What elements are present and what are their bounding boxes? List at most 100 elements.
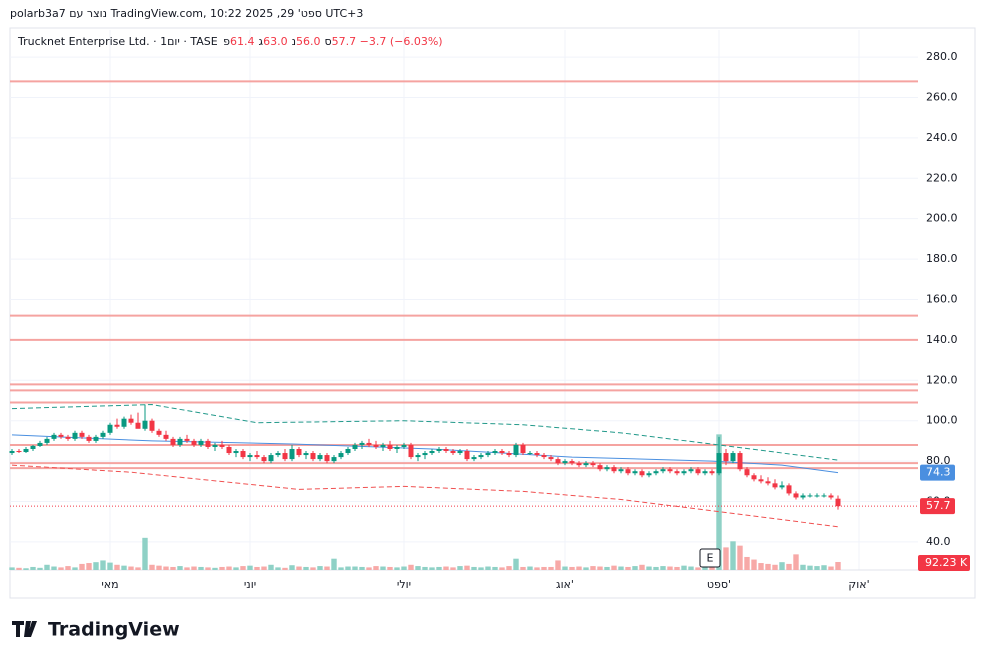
x-tick-label: ספט' — [707, 578, 731, 591]
candle-body — [163, 434, 169, 439]
volume-bar — [786, 563, 792, 570]
y-tick-label: 160.0 — [926, 292, 958, 305]
volume-bar — [450, 567, 456, 570]
candle-body — [170, 438, 176, 445]
volume-bar — [128, 566, 134, 570]
volume-bar — [583, 567, 589, 570]
candle-body — [562, 461, 568, 464]
candle-body — [219, 444, 225, 447]
ohlc-label: נ — [291, 35, 296, 48]
volume-bar — [282, 567, 288, 570]
volume-bar — [723, 547, 729, 570]
candle-body — [317, 455, 323, 460]
candle-body — [807, 495, 813, 497]
volume-bar — [828, 566, 834, 570]
candle-body — [226, 446, 232, 454]
volume-bar — [338, 567, 344, 570]
candle-body — [394, 446, 400, 449]
volume-bar — [79, 563, 85, 570]
volume-bar — [618, 566, 624, 570]
candle-body — [289, 448, 295, 460]
volume-bar — [590, 566, 596, 570]
volume-bar — [492, 566, 498, 570]
candle-body — [737, 453, 743, 470]
candle-body — [660, 469, 666, 472]
candle-body — [51, 434, 57, 439]
volume-bar — [653, 566, 659, 570]
volume-bar — [611, 565, 617, 570]
candle-body — [247, 455, 253, 458]
candle-body — [254, 455, 260, 458]
volume-bar — [429, 567, 435, 570]
candle-body — [184, 438, 190, 441]
candle-body — [555, 459, 561, 464]
volume-bar — [380, 566, 386, 570]
candle-body — [667, 469, 673, 472]
candle-body — [352, 444, 358, 449]
candle-body — [590, 463, 596, 466]
candle-body — [149, 420, 155, 431]
candle-body — [408, 444, 414, 458]
candle-body — [674, 471, 680, 474]
volume-bar — [268, 564, 274, 570]
candle-body — [576, 463, 582, 466]
candle-body — [534, 453, 540, 456]
candle-body — [338, 453, 344, 458]
logo: TradingView — [12, 619, 180, 641]
candle-body — [205, 440, 211, 447]
volume-bar — [394, 567, 400, 570]
indicator-line — [11, 464, 839, 528]
candle-body — [499, 451, 505, 454]
volume-bar — [359, 566, 365, 570]
volume-bar — [716, 434, 722, 570]
candle-body — [16, 451, 22, 453]
candle-body — [758, 479, 764, 482]
logo-text: TradingView — [48, 619, 180, 641]
y-tick-label: 260.0 — [926, 90, 958, 103]
candle-body — [268, 455, 274, 462]
volume-bar — [499, 567, 505, 570]
x-tick-label: יוני — [244, 578, 256, 591]
y-tick-label: 280.0 — [926, 50, 958, 63]
logo-icon — [12, 621, 37, 637]
volume-bar — [114, 564, 120, 570]
volume-bar — [226, 566, 232, 570]
candle-body — [709, 471, 715, 474]
volume-bar — [16, 567, 22, 570]
volume-bar — [506, 566, 512, 570]
symbol-name: Trucknet Enterprise Ltd. — [18, 35, 150, 48]
volume-bar — [240, 566, 246, 570]
candle-body — [198, 440, 204, 445]
volume-bar — [261, 566, 267, 570]
candle-body — [765, 481, 771, 484]
earnings-marker[interactable] — [699, 548, 721, 568]
volume-bar — [331, 558, 337, 570]
volume-bar — [597, 566, 603, 570]
volume-bar — [121, 565, 127, 570]
volume-bar — [464, 565, 470, 570]
y-tick-label: 240.0 — [926, 131, 958, 144]
x-tick-label: אוג' — [556, 578, 574, 591]
volume-bar — [632, 566, 638, 570]
volume-bar — [646, 566, 652, 570]
candle-body — [177, 438, 183, 445]
candle-body — [688, 469, 694, 472]
volume-bar — [569, 566, 575, 570]
candle-body — [639, 471, 645, 476]
volume-bar — [205, 567, 211, 570]
ohlc-value: 57.7 — [331, 35, 357, 48]
volume-bar — [366, 567, 372, 570]
volume-bar — [779, 562, 785, 570]
candle-body — [23, 448, 29, 453]
candle-body — [527, 453, 533, 455]
candle-body — [625, 469, 631, 474]
volume-bar — [86, 563, 92, 570]
volume-bar — [170, 566, 176, 570]
candle-body — [142, 420, 148, 429]
volume-bar — [674, 566, 680, 570]
y-tick-label: 120.0 — [926, 373, 958, 386]
candle-body — [303, 453, 309, 456]
candle-body — [100, 432, 106, 437]
candle-body — [800, 495, 806, 498]
